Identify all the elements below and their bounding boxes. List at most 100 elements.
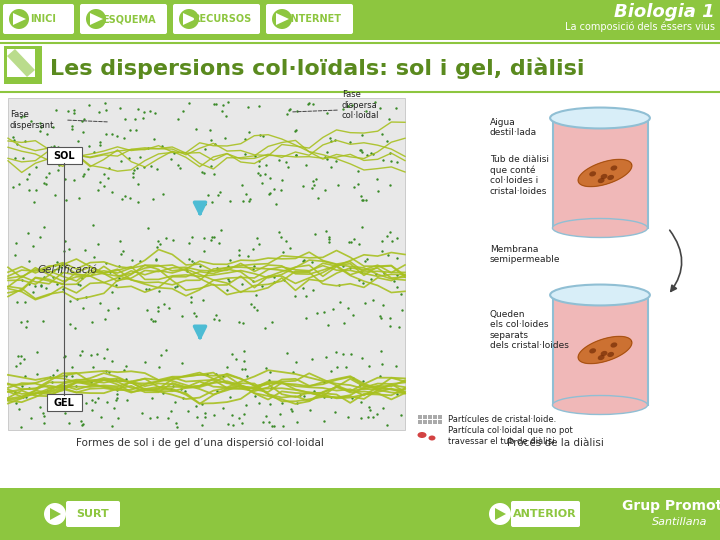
Point [21, 316, 32, 325]
Point [19, 298, 31, 306]
Point [176, 312, 188, 321]
Point [42, 130, 53, 139]
Point [112, 414, 124, 423]
Point [60, 145, 72, 154]
Point [12, 352, 24, 361]
Point [355, 414, 366, 422]
Point [264, 174, 276, 183]
Point [34, 232, 45, 241]
Point [132, 179, 144, 188]
Point [366, 149, 377, 158]
Point [47, 273, 58, 281]
Point [330, 408, 341, 416]
Point [391, 234, 402, 242]
Point [308, 387, 320, 395]
Point [83, 100, 94, 109]
Point [386, 237, 397, 245]
Point [391, 282, 402, 291]
Point [10, 362, 22, 370]
Point [210, 310, 221, 319]
Point [360, 196, 372, 205]
Point [292, 106, 303, 115]
Point [312, 309, 323, 318]
Point [112, 394, 123, 403]
Point [152, 237, 163, 245]
Point [40, 284, 51, 293]
Point [253, 169, 264, 178]
Ellipse shape [600, 174, 608, 179]
Point [162, 414, 174, 422]
Point [134, 256, 145, 265]
Point [184, 98, 195, 107]
Point [243, 197, 255, 205]
Point [356, 131, 367, 139]
Point [23, 280, 35, 289]
Ellipse shape [428, 435, 436, 441]
Ellipse shape [418, 432, 426, 438]
Ellipse shape [589, 348, 596, 354]
Point [65, 319, 76, 328]
Point [383, 114, 395, 123]
Point [355, 268, 366, 276]
Point [35, 281, 47, 290]
Point [182, 407, 194, 415]
Point [325, 137, 336, 146]
Point [352, 167, 364, 176]
Point [320, 353, 332, 361]
Point [265, 189, 276, 198]
Bar [0, 0, 720, 40]
Point [198, 234, 210, 242]
Point [77, 304, 89, 313]
Point [66, 122, 78, 131]
Point [37, 409, 49, 417]
Point [333, 280, 345, 289]
Text: ANTERIOR: ANTERIOR [513, 509, 577, 519]
Point [302, 99, 314, 108]
Point [346, 394, 358, 403]
Point [292, 399, 303, 408]
Point [23, 257, 35, 266]
Point [384, 227, 396, 236]
Point [53, 160, 65, 169]
Point [198, 169, 210, 178]
Ellipse shape [598, 178, 605, 183]
Point [208, 411, 220, 420]
Point [307, 177, 318, 185]
Point [395, 290, 407, 299]
Point [9, 388, 21, 396]
Point [301, 160, 312, 169]
Point [140, 284, 152, 293]
Point [366, 149, 378, 158]
Point [170, 418, 181, 427]
Point [239, 135, 251, 144]
Point [21, 393, 32, 402]
Point [344, 264, 356, 272]
Point [299, 391, 310, 400]
Point [358, 279, 369, 287]
Point [145, 106, 156, 115]
Point [270, 200, 282, 208]
Point [119, 115, 130, 124]
FancyBboxPatch shape [3, 4, 74, 34]
Point [199, 408, 210, 417]
Point [290, 357, 302, 366]
Point [16, 318, 27, 326]
Point [210, 99, 222, 108]
Point [239, 150, 251, 159]
Point [60, 237, 71, 245]
Point [217, 404, 228, 413]
Point [76, 347, 88, 355]
Point [38, 179, 50, 187]
Point [356, 354, 368, 363]
Point [345, 349, 356, 358]
Point [120, 192, 131, 200]
Point [377, 130, 388, 138]
Point [136, 409, 148, 418]
Ellipse shape [86, 9, 106, 29]
Point [40, 180, 51, 188]
Point [285, 404, 297, 413]
Point [68, 176, 80, 184]
Point [148, 194, 159, 203]
Point [87, 221, 99, 230]
Point [94, 178, 105, 186]
